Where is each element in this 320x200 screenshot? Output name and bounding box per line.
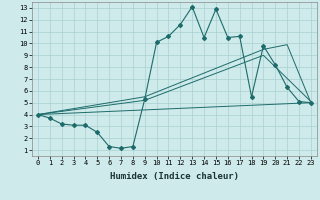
X-axis label: Humidex (Indice chaleur): Humidex (Indice chaleur) (110, 172, 239, 181)
